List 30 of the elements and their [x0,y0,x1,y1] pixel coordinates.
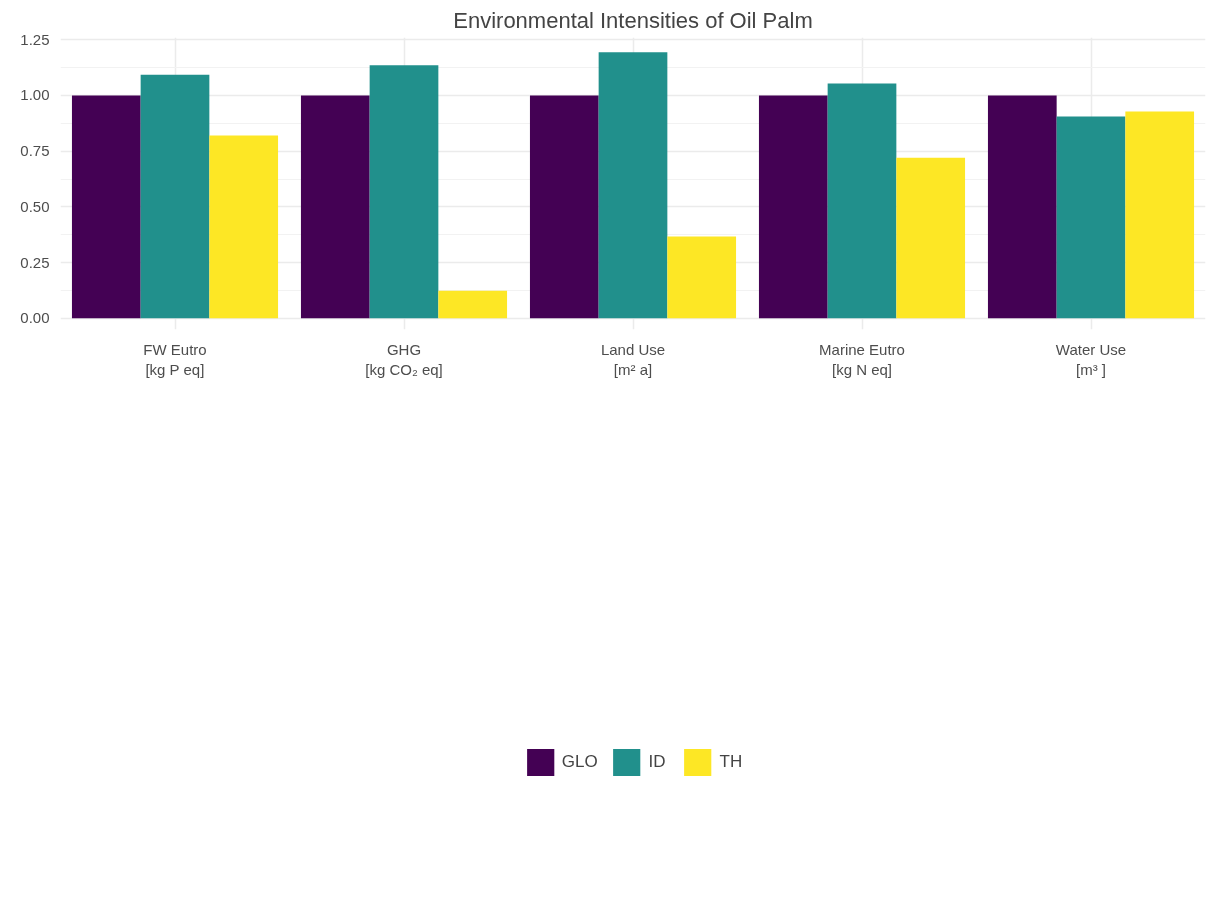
y-tick-label: 1.00 [20,86,50,104]
y-tick-label: 0.25 [20,253,50,271]
x-tick-label: Water Use [m³ ] [1055,340,1127,378]
y-tick-label: 0.50 [20,197,50,215]
legend-label: TH [719,751,743,772]
bar [987,95,1057,319]
legend-label: ID [648,751,667,772]
x-tick-label: Marine Eutro [kg N eq] [819,340,905,378]
x-tick-label: Land Use [m² a] [600,340,666,378]
bar [71,95,141,319]
bar [827,83,897,319]
bar [1056,116,1126,319]
bar [758,95,828,319]
bar [598,52,668,319]
bar [140,74,210,319]
chart-title: Environmental Intensities of Oil Palm [453,7,813,33]
y-tick-label: 1.25 [20,30,50,48]
y-tick-label: 0.75 [20,142,50,160]
y-tick-label: 0.00 [20,309,50,327]
bar [896,157,966,319]
bar [1125,111,1195,319]
legend-label: GLO [561,751,598,772]
bar [209,135,279,319]
bar [300,95,370,319]
bar [369,65,439,319]
bar [667,236,737,319]
bar [529,95,599,319]
x-tick-label: GHG [kg CO₂ eq] [365,340,443,378]
x-tick-label: FW Eutro [kg P eq] [143,340,207,378]
bar [438,290,508,319]
